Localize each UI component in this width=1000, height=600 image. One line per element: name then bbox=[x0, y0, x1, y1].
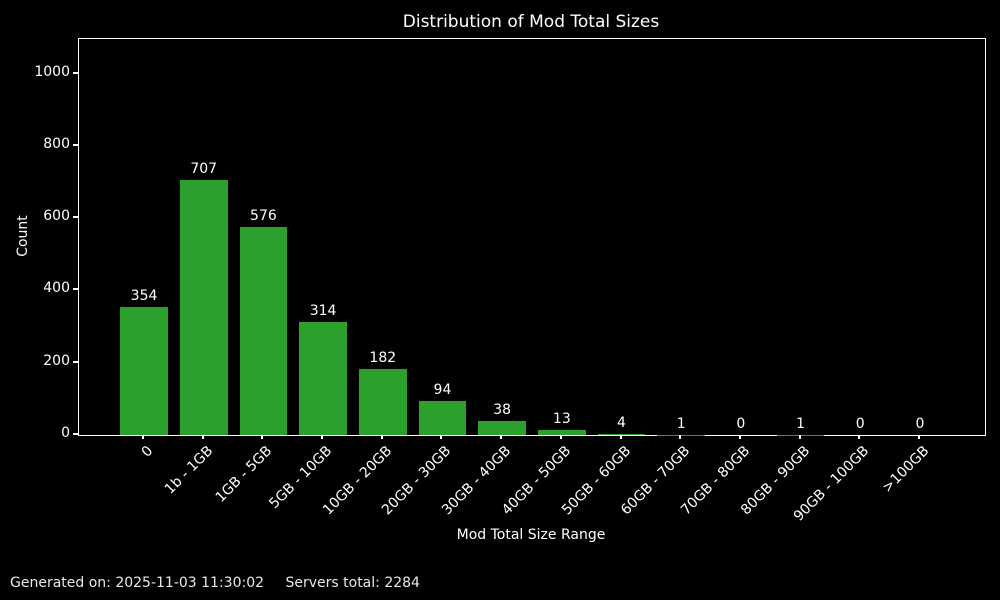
servers-total: Servers total: 2284 bbox=[285, 575, 420, 591]
x-tick bbox=[261, 435, 264, 439]
x-tick bbox=[440, 435, 443, 439]
y-tick-label: 800 bbox=[43, 135, 70, 152]
y-tick-label: 600 bbox=[43, 208, 70, 225]
bar bbox=[358, 369, 407, 435]
x-tick-label: 80GB - 90GB bbox=[737, 443, 813, 519]
x-tick-label: 50GB - 60GB bbox=[558, 443, 634, 519]
y-tick bbox=[73, 360, 78, 363]
x-tick-label: 20GB - 30GB bbox=[379, 443, 455, 519]
bar bbox=[120, 307, 168, 435]
bar bbox=[239, 226, 288, 435]
x-tick-label: 90GB - 100GB bbox=[790, 443, 873, 525]
footer: Generated on: 2025-11-03 11:30:02 Server… bbox=[10, 575, 420, 591]
x-tick bbox=[798, 435, 801, 439]
x-tick-label: 60GB - 70GB bbox=[618, 443, 694, 519]
bar-value-label: 314 bbox=[309, 302, 337, 319]
y-tick-label: 1000 bbox=[34, 63, 70, 80]
y-tick-label: 0 bbox=[61, 425, 70, 441]
bar-value-label: 1 bbox=[676, 415, 686, 432]
x-tick bbox=[142, 435, 145, 439]
y-tick bbox=[73, 288, 78, 291]
y-tick bbox=[73, 143, 78, 146]
bar-value-label: 13 bbox=[552, 411, 571, 428]
bar bbox=[299, 321, 347, 435]
bar bbox=[478, 421, 527, 435]
bar-value-label: 0 bbox=[855, 416, 865, 432]
y-axis-label: Count bbox=[15, 215, 31, 257]
x-tick bbox=[917, 435, 920, 439]
bar-value-label: 38 bbox=[493, 402, 512, 419]
x-tick bbox=[321, 435, 324, 439]
bar bbox=[179, 179, 228, 435]
x-tick bbox=[201, 435, 204, 439]
chart-title: Distribution of Mod Total Sizes bbox=[402, 12, 660, 32]
x-tick-label: >100GB bbox=[879, 443, 933, 496]
x-tick bbox=[858, 435, 861, 439]
y-tick bbox=[73, 433, 78, 435]
bar-value-label: 0 bbox=[915, 416, 925, 432]
generated-timestamp: Generated on: 2025-11-03 11:30:02 bbox=[10, 575, 265, 591]
bar-value-label: 0 bbox=[736, 416, 746, 432]
bar-value-label: 354 bbox=[130, 288, 158, 305]
x-tick bbox=[500, 435, 503, 439]
x-tick bbox=[619, 435, 622, 439]
x-axis-label: Mod Total Size Range bbox=[456, 527, 606, 543]
x-tick-label: 30GB - 40GB bbox=[439, 443, 515, 519]
y-tick bbox=[73, 216, 78, 219]
y-tick-label: 400 bbox=[43, 280, 70, 297]
bar-value-label: 94 bbox=[433, 382, 452, 399]
y-tick bbox=[73, 71, 78, 74]
x-tick-label: 70GB - 80GB bbox=[677, 443, 754, 519]
x-tick-label: 0 bbox=[138, 443, 157, 461]
x-tick bbox=[559, 435, 562, 439]
bar-value-label: 182 bbox=[369, 350, 397, 367]
bar-value-label: 1 bbox=[796, 415, 806, 432]
x-tick-label: 1GB - 5GB bbox=[213, 443, 276, 506]
x-tick-label: 40GB - 50GB bbox=[498, 443, 575, 519]
x-tick bbox=[380, 435, 383, 439]
bar bbox=[418, 401, 467, 435]
bar-value-label: 576 bbox=[250, 207, 277, 224]
bar bbox=[597, 433, 646, 435]
x-tick bbox=[679, 435, 682, 439]
y-tick-label: 200 bbox=[43, 352, 70, 369]
bar bbox=[537, 430, 586, 435]
x-tick-label: 5GB - 10GB bbox=[266, 443, 336, 513]
plot-area: 354 707 576 314 182 94 38 13 4 1 0 1 0 0 bbox=[78, 38, 986, 436]
bar-value-label: 707 bbox=[190, 160, 218, 177]
bar-value-label: 4 bbox=[617, 414, 626, 431]
x-tick bbox=[738, 435, 741, 439]
